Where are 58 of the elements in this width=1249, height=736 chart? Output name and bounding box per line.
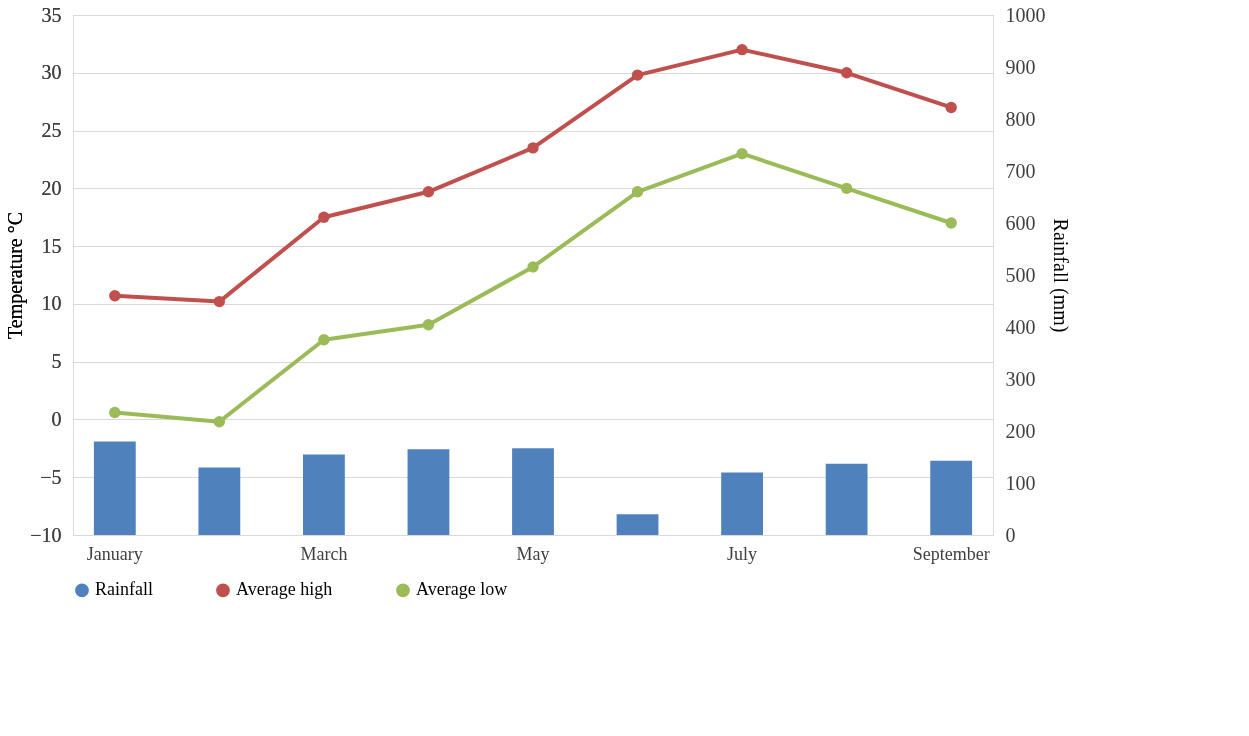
point <box>527 142 539 154</box>
bar <box>930 460 973 535</box>
point <box>213 295 226 308</box>
legend-label: Average high <box>236 579 333 600</box>
y2-tick-label: 0 <box>1005 523 1016 546</box>
point <box>422 319 435 331</box>
point <box>631 69 644 81</box>
point <box>422 186 435 198</box>
point <box>527 261 539 273</box>
point <box>213 416 226 428</box>
bar <box>198 467 241 535</box>
point <box>318 211 330 223</box>
point <box>631 186 644 198</box>
y2-tick-label: 700 <box>1005 159 1036 182</box>
y2-tick-label: 200 <box>1005 419 1036 442</box>
point <box>840 182 853 195</box>
y2-tick-label: 400 <box>1005 315 1036 338</box>
y2-tick-label: 1000 <box>1005 3 1046 26</box>
y-tick-label: −5 <box>40 465 62 488</box>
y-tick-label: 5 <box>51 350 62 373</box>
bar <box>616 514 659 535</box>
point <box>109 406 121 419</box>
bar <box>512 448 554 535</box>
y-axis-title: Temperature °C <box>4 211 28 340</box>
y2-tick-label: 900 <box>1005 55 1036 78</box>
point <box>736 43 748 56</box>
point <box>840 67 853 79</box>
y2-tick-label: 800 <box>1005 107 1036 130</box>
y-tick-label: 0 <box>51 407 62 430</box>
point <box>945 101 957 114</box>
x-tick-label: September <box>912 543 990 564</box>
x-tick-label: January <box>86 543 143 564</box>
x-tick-label: May <box>516 543 550 564</box>
legend-label: Average low <box>416 579 508 600</box>
y-tick-label: 35 <box>41 3 62 26</box>
y2-tick-label: 600 <box>1005 211 1036 234</box>
bar <box>825 463 868 535</box>
y2-tick-label: 500 <box>1005 263 1036 286</box>
y-tick-label: 30 <box>41 61 62 84</box>
y-tick-label: 25 <box>41 119 62 142</box>
y2-axis-title: Rainfall (mm) <box>1048 218 1072 333</box>
bar <box>721 472 763 535</box>
point <box>945 217 957 229</box>
legend-label: Rainfall <box>95 579 153 600</box>
x-tick-label: July <box>727 543 758 564</box>
point <box>318 334 330 346</box>
bar <box>407 449 450 535</box>
y-tick-label: 20 <box>41 176 62 199</box>
y-tick-label: 15 <box>41 234 62 257</box>
point <box>736 147 748 160</box>
bar <box>93 441 136 535</box>
y-tick-label: −10 <box>30 523 62 546</box>
bar <box>303 454 345 535</box>
y2-tick-label: 100 <box>1005 471 1036 494</box>
point <box>109 290 121 302</box>
x-tick-label: March <box>300 543 348 564</box>
y-tick-label: 10 <box>41 292 62 315</box>
y2-tick-label: 300 <box>1005 367 1036 390</box>
